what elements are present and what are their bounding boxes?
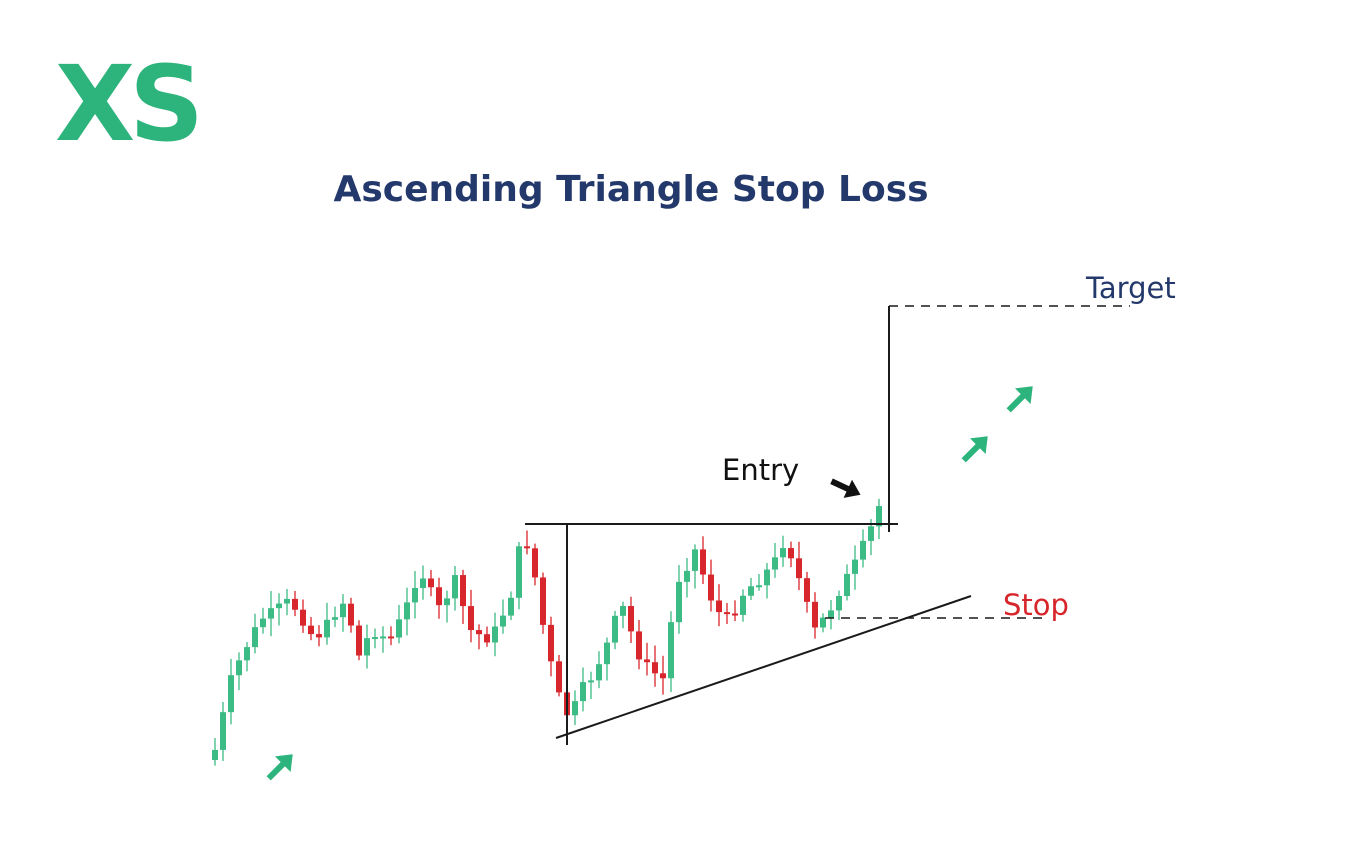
candle: [524, 546, 530, 549]
candle: [428, 578, 434, 588]
arrow: [1006, 386, 1033, 413]
candle: [380, 636, 386, 639]
candle: [532, 548, 538, 578]
title: Ascending Triangle Stop Loss: [333, 169, 928, 210]
candle: [676, 581, 682, 623]
candle: [796, 558, 802, 579]
candle: [804, 578, 810, 602]
candle: [604, 642, 610, 665]
candle: [540, 577, 546, 625]
candle: [780, 548, 786, 558]
candle: [620, 606, 626, 616]
candle: [284, 598, 290, 604]
candle: [860, 540, 866, 560]
candle: [820, 617, 826, 628]
candle: [516, 546, 522, 598]
candle: [668, 622, 674, 679]
candle: [868, 526, 874, 541]
candle: [340, 603, 346, 618]
candle: [300, 609, 306, 626]
candle: [700, 549, 706, 575]
entry-arrow: [830, 478, 861, 498]
candle: [596, 664, 602, 681]
candle: [612, 615, 618, 643]
candle: [332, 617, 338, 620]
candle: [740, 595, 746, 615]
arrow: [266, 754, 293, 781]
candle: [812, 601, 818, 628]
candle: [572, 701, 578, 716]
candle: [876, 506, 882, 527]
candle: [444, 598, 450, 606]
candle: [628, 606, 634, 632]
candle: [436, 587, 442, 606]
candle: [636, 631, 642, 660]
candle: [308, 625, 314, 635]
candle: [316, 634, 322, 638]
candle: [452, 575, 458, 599]
candle: [852, 559, 858, 574]
candle: [276, 603, 282, 609]
stop-label: Stop: [1003, 588, 1069, 622]
candle: [756, 585, 762, 588]
candle: [420, 578, 426, 589]
candle: [708, 574, 714, 601]
candle: [292, 598, 298, 610]
candle: [412, 588, 418, 603]
candle: [228, 675, 234, 713]
support-line: [555, 595, 972, 739]
candle: [396, 619, 402, 638]
candle: [484, 634, 490, 643]
candle: [588, 680, 594, 683]
candle: [220, 712, 226, 750]
candle: [836, 596, 842, 611]
trend-arrows: [266, 386, 1033, 781]
candle: [244, 647, 250, 661]
candle: [252, 627, 258, 648]
candle: [476, 630, 482, 635]
candlesticks: [212, 498, 882, 766]
candle: [644, 659, 650, 663]
candle: [212, 749, 218, 760]
pattern-lines: [525, 305, 1130, 745]
candle: [268, 608, 274, 619]
candle: [844, 573, 850, 597]
candle: [788, 548, 794, 559]
candle: [508, 597, 514, 616]
candle: [652, 662, 658, 674]
candle: [556, 661, 562, 693]
candle: [324, 619, 330, 638]
candle: [236, 660, 242, 676]
candle: [468, 606, 474, 631]
entry-label: Entry: [722, 453, 799, 487]
candle: [764, 569, 770, 586]
candle: [724, 612, 730, 615]
arrow: [961, 436, 988, 463]
candle: [364, 638, 370, 656]
candle: [748, 586, 754, 596]
candle: [772, 557, 778, 570]
candle: [356, 625, 362, 656]
candle: [500, 615, 506, 627]
candle: [388, 636, 394, 639]
candle: [260, 618, 266, 628]
candle: [828, 610, 834, 618]
candle: [372, 637, 378, 640]
candle: [460, 575, 466, 607]
candle: [660, 673, 666, 679]
candle: [684, 570, 690, 582]
candle: [548, 624, 554, 662]
candle: [732, 613, 738, 616]
candle: [348, 603, 354, 626]
candle: [716, 600, 722, 613]
candle: [580, 682, 586, 702]
logo: XS: [55, 43, 198, 165]
candle: [692, 549, 698, 571]
target-label: Target: [1085, 271, 1176, 305]
candle: [492, 626, 498, 643]
candle: [404, 602, 410, 620]
